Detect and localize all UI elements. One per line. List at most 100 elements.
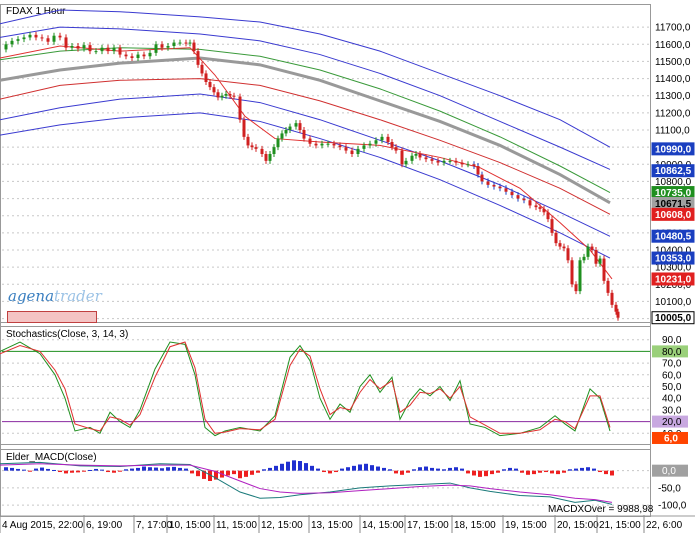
price-bar-body bbox=[308, 138, 312, 144]
price-bar-body bbox=[302, 130, 306, 139]
price-bar-body bbox=[184, 42, 188, 44]
macd-histogram-bar bbox=[286, 461, 290, 471]
macd-histogram-bar bbox=[478, 470, 482, 477]
macd-histogram-bar bbox=[322, 470, 326, 473]
price-bar-body bbox=[4, 44, 8, 50]
price-bar-body bbox=[246, 136, 250, 146]
price-bar-body bbox=[594, 250, 598, 264]
macd-histogram-bar bbox=[298, 461, 302, 471]
macd-histogram-bar bbox=[112, 470, 116, 473]
price-bar-body bbox=[400, 150, 404, 165]
price-bar-body bbox=[216, 92, 220, 98]
indicator-line bbox=[0, 56, 611, 205]
price-bar-body bbox=[16, 39, 20, 41]
price-bar-body bbox=[448, 160, 452, 162]
price-bar-body bbox=[314, 143, 318, 146]
status-box bbox=[7, 311, 97, 323]
macd-histogram-bar bbox=[244, 470, 248, 477]
x-tick-label: 7, 17:00 bbox=[136, 520, 173, 531]
price-bar-body bbox=[362, 145, 366, 149]
macd-histogram-bar bbox=[40, 467, 44, 471]
macd-histogram-bar bbox=[592, 468, 596, 471]
macd-histogram-bar bbox=[556, 470, 560, 475]
macd-histogram-bar bbox=[202, 470, 206, 479]
price-bar-body bbox=[142, 54, 146, 57]
macd-histogram-bar bbox=[334, 470, 338, 473]
price-bar-body bbox=[192, 42, 196, 52]
price-bar-body bbox=[344, 147, 348, 151]
macd-histogram-bar bbox=[268, 467, 272, 471]
price-bar-body bbox=[414, 154, 418, 156]
macd-histogram-bar bbox=[148, 467, 152, 471]
price-bar-body bbox=[550, 219, 554, 233]
macd-histogram-bar bbox=[310, 465, 314, 471]
macd-histogram-bar bbox=[226, 470, 230, 476]
price-tick-label: 11500,0 bbox=[655, 57, 691, 68]
price-tag-box bbox=[651, 164, 695, 178]
macd-histogram-bar bbox=[142, 466, 146, 471]
price-bar-body bbox=[58, 35, 62, 38]
price-bar-body bbox=[430, 159, 434, 161]
macd-histogram-bar bbox=[382, 467, 386, 471]
price-tick-label: 10800,0 bbox=[655, 177, 692, 188]
price-bar-body bbox=[166, 46, 170, 48]
price-tag-box bbox=[651, 207, 695, 221]
macd-histogram-bar bbox=[388, 469, 392, 471]
price-bar-body bbox=[614, 304, 618, 312]
macd-histogram-bar bbox=[574, 468, 578, 471]
macd-histogram-bar bbox=[394, 470, 398, 474]
price-bar-body bbox=[260, 148, 264, 154]
macd-histogram-bar bbox=[100, 469, 104, 471]
price-bar-body bbox=[172, 42, 176, 46]
price-bar-body bbox=[40, 37, 44, 39]
macd-histogram-bar bbox=[358, 464, 362, 471]
stoch-title: Stochastics(Close, 3, 14, 3) bbox=[6, 329, 128, 340]
macd-histogram-bar bbox=[16, 468, 20, 471]
chart-title: FDAX 1 Hour bbox=[6, 6, 66, 17]
price-tick-label: 11600,0 bbox=[655, 40, 691, 51]
macd-histogram-bar bbox=[550, 470, 554, 474]
macd-histogram-bar bbox=[94, 468, 98, 471]
panel-border bbox=[0, 322, 651, 450]
price-bar-body bbox=[272, 147, 276, 154]
panel-border bbox=[0, 4, 651, 327]
macd-histogram-bar bbox=[250, 470, 254, 475]
price-bar-body bbox=[356, 148, 360, 154]
x-tick-label: 21, 15:00 bbox=[599, 520, 641, 531]
price-bar-body bbox=[154, 44, 158, 53]
price-bar-body bbox=[546, 212, 550, 220]
price-bar-body bbox=[106, 47, 110, 52]
price-bar-body bbox=[264, 154, 268, 161]
x-tick-label: 13, 15:00 bbox=[311, 520, 353, 531]
macd-histogram-bar bbox=[484, 470, 488, 477]
macd-histogram-bar bbox=[4, 467, 8, 471]
price-tag-label: 10671,5 bbox=[655, 199, 692, 210]
price-bar-body bbox=[566, 248, 570, 261]
macd-histogram-bar bbox=[508, 467, 512, 471]
macd-histogram-bar bbox=[490, 470, 494, 475]
price-tag-label: 10005,0 bbox=[655, 313, 692, 324]
price-bar-body bbox=[284, 130, 288, 134]
macd-histogram-bar bbox=[424, 466, 428, 471]
price-bar-body bbox=[390, 142, 394, 148]
macd-histogram-bar bbox=[568, 469, 572, 471]
macd-histogram-bar bbox=[88, 469, 92, 471]
macd-histogram-bar bbox=[292, 460, 296, 471]
stoch-line bbox=[0, 341, 611, 437]
macd-histogram-bar bbox=[238, 470, 242, 479]
price-bar-body bbox=[338, 145, 342, 148]
macd-histogram-bar bbox=[10, 467, 14, 471]
macd-histogram-bar bbox=[502, 469, 506, 471]
price-bar-body bbox=[320, 143, 324, 146]
macd-histogram-bar bbox=[70, 470, 74, 473]
macd-histogram-bar bbox=[544, 470, 548, 473]
macd-histogram-bar bbox=[124, 469, 128, 471]
macd-crossover-label: MACDXOver = 9988,98 bbox=[548, 504, 654, 515]
price-bar-body bbox=[590, 246, 594, 250]
macd-histogram-bar bbox=[196, 470, 200, 477]
price-bar-body bbox=[582, 256, 586, 261]
price-bar-body bbox=[528, 200, 532, 206]
stoch-tick-label: 90,0 bbox=[662, 335, 682, 346]
macd-histogram-bar bbox=[412, 469, 416, 471]
